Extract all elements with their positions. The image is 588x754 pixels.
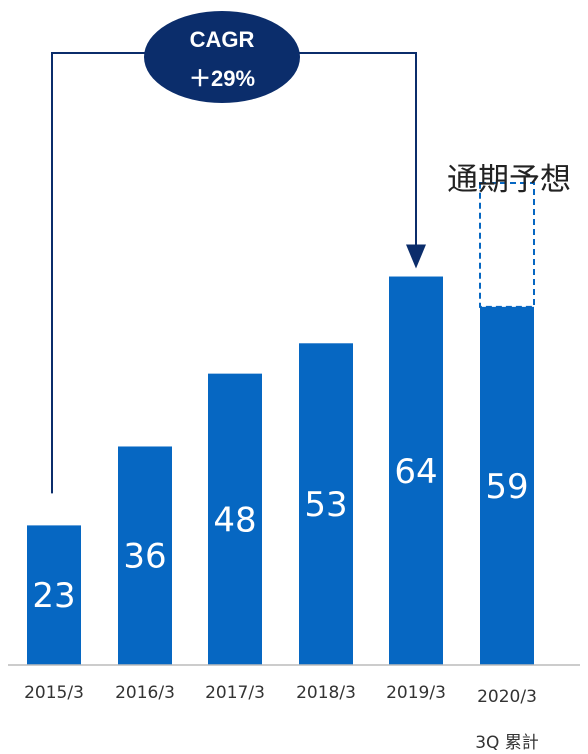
- bar-2018-3: [299, 343, 353, 665]
- bar-2017-3: [208, 373, 262, 665]
- value-label: 36: [123, 537, 166, 577]
- value-label: 53: [304, 485, 347, 525]
- value-label: 59: [485, 467, 528, 507]
- cagr-badge: [144, 11, 300, 103]
- cagr-arrow-head: [406, 244, 426, 269]
- x-tick-label: 2019/3: [386, 683, 446, 703]
- x-tick-sublabel: 3Q 累計: [475, 733, 539, 753]
- forecast-label: 通期予想: [447, 162, 571, 198]
- bar-2019-3: [389, 276, 443, 665]
- value-label: 23: [32, 576, 75, 616]
- x-tick-label: 2015/3: [24, 683, 84, 703]
- value-label: 64: [394, 452, 437, 492]
- bar-2015-3: [27, 525, 81, 665]
- forecast-bar-outline: [479, 182, 535, 308]
- x-tick-label: 2020/3: [477, 687, 537, 707]
- x-tick-label: 2017/3: [205, 683, 265, 703]
- bar-2020-3: [480, 306, 534, 665]
- cagr-value: ＋29%: [189, 66, 255, 91]
- value-label: 48: [213, 500, 256, 540]
- x-tick-label: 2016/3: [115, 683, 175, 703]
- x-tick-label: 2018/3: [296, 683, 356, 703]
- cagr-label: CAGR: [190, 27, 255, 52]
- bar-2016-3: [118, 446, 172, 665]
